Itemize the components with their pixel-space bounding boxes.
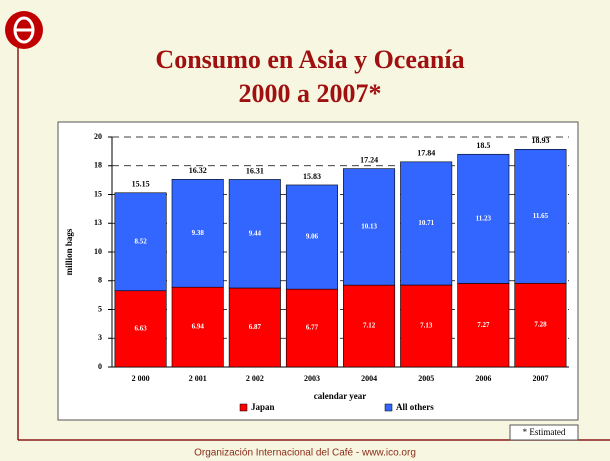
bar-segment: [285, 288, 338, 368]
legend-label: All others: [396, 402, 434, 412]
footnote: * Estimated: [523, 427, 566, 437]
value-label: 6.87: [249, 323, 262, 331]
bar-segment: [228, 287, 281, 368]
y-tick-label: 13: [94, 218, 102, 227]
bar-segment: [114, 192, 167, 292]
bar-segment: [400, 284, 453, 368]
bar-segment: [114, 290, 167, 368]
total-label: 16.32: [189, 166, 207, 175]
total-label: 16.31: [246, 166, 264, 175]
value-label: 9.06: [306, 233, 319, 241]
y-tick-label: 0: [98, 362, 102, 371]
x-tick-label: 2 002: [246, 374, 264, 383]
x-axis-label: calendar year: [314, 391, 367, 401]
total-label: 17.84: [417, 149, 435, 158]
y-tick-label: 5: [98, 304, 102, 313]
value-label: 7.27: [477, 321, 490, 329]
x-tick-label: 2006: [475, 374, 491, 383]
x-tick-label: 2003: [304, 374, 320, 383]
total-label: 18.5: [476, 141, 490, 150]
y-tick-label: 3: [98, 333, 102, 342]
bar-segment: [514, 282, 567, 368]
value-label: 6.94: [192, 323, 205, 331]
legend-swatch: [239, 403, 248, 412]
value-label: 9.44: [249, 229, 262, 237]
x-tick-label: 2004: [361, 374, 377, 383]
value-label: 10.71: [418, 219, 434, 227]
bar-segment: [228, 179, 281, 289]
value-label: 11.65: [533, 212, 549, 220]
bar-segment: [457, 153, 510, 284]
total-label: 18.93: [531, 136, 549, 145]
legend-swatch: [384, 403, 393, 412]
footnote-box: [509, 424, 579, 441]
y-tick-label: 20: [94, 132, 102, 141]
footer: Organización Internacional del Café - ww…: [194, 448, 416, 459]
value-label: 7.28: [534, 321, 547, 329]
bar-segment: [285, 184, 338, 290]
bar-segment: [457, 283, 510, 368]
x-tick-label: 2007: [532, 374, 548, 383]
value-label: 8.52: [134, 237, 147, 245]
y-tick-label: 18: [94, 161, 102, 170]
bar-segment: [400, 161, 453, 286]
bar-segment: [343, 168, 396, 286]
chart-subtitle: 2000 a 2007*: [239, 79, 382, 108]
logo: [5, 11, 43, 49]
y-tick-label: 8: [98, 276, 102, 285]
total-label: 15.83: [303, 172, 321, 181]
bar-segment: [343, 284, 396, 368]
bar-segment: [171, 179, 224, 288]
x-tick-label: 2005: [418, 374, 434, 383]
bar-segment: [514, 149, 567, 284]
value-label: 11.23: [476, 214, 492, 222]
x-tick-label: 2 001: [189, 374, 207, 383]
value-label: 10.13: [361, 222, 377, 230]
value-label: 7.12: [363, 322, 376, 330]
x-tick-label: 2 000: [132, 374, 150, 383]
value-label: 9.38: [192, 229, 205, 237]
y-axis-label: million bags: [64, 228, 74, 275]
value-label: 6.63: [134, 324, 147, 332]
bar-segment: [171, 286, 224, 368]
value-label: 6.77: [306, 324, 319, 332]
total-label: 17.24: [360, 155, 378, 164]
legend-label: Japan: [251, 402, 275, 412]
total-label: 15.15: [132, 180, 150, 189]
chart-title: Consumo en Asia y Oceanía: [155, 45, 464, 74]
y-tick-label: 15: [94, 189, 102, 198]
value-label: 7.13: [420, 322, 433, 330]
y-tick-label: 10: [94, 247, 102, 256]
